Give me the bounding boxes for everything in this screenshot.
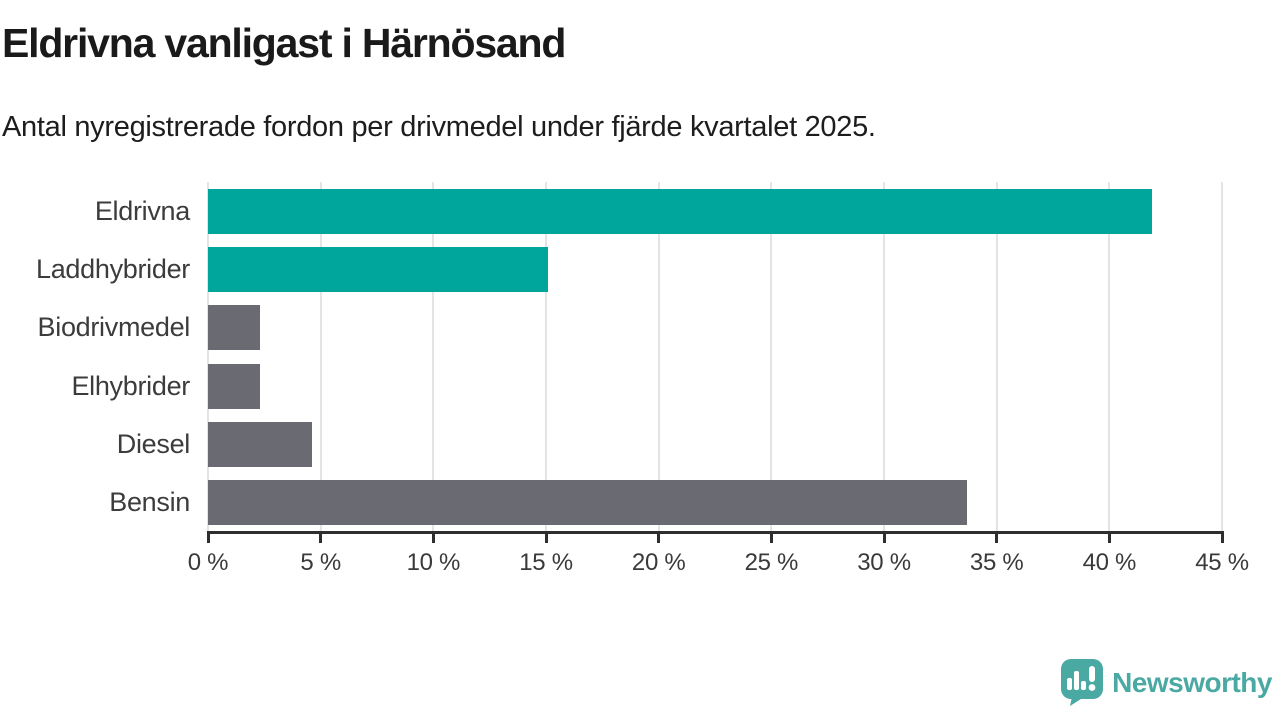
bar-eldrivna — [208, 188, 1153, 234]
bar-row — [208, 182, 1222, 240]
newsworthy-logo-text: Newsworthy — [1112, 666, 1272, 698]
bar-series — [208, 182, 1222, 532]
x-axis-tick-mark — [431, 534, 435, 543]
category-label: Elhybrider — [71, 370, 190, 401]
x-axis-tick-label: 10 % — [406, 549, 461, 576]
x-axis-tick-mark — [1107, 534, 1111, 543]
gridline — [545, 182, 547, 532]
x-axis-tick-label: 30 % — [857, 549, 911, 576]
category-label: Eldrivna — [94, 195, 190, 226]
x-axis-tick-mark — [769, 534, 773, 543]
x-axis-tick-mark — [1220, 534, 1224, 543]
x-axis-line — [207, 531, 1224, 534]
category-label: Biodrivmedel — [37, 312, 191, 343]
category-label: Bensin — [109, 487, 190, 518]
x-axis-tick-label: 15 % — [519, 549, 573, 576]
x-axis-tick-label: 35 % — [969, 549, 1024, 576]
newsworthy-bar-chart-bubble-icon — [1061, 659, 1104, 706]
bar-diesel — [208, 421, 312, 467]
x-axis-tick-label: 5 % — [300, 549, 341, 576]
x-axis-tick-label: 0 % — [187, 549, 229, 576]
x-axis: 0 % 5 % 10 % 15 % 20 % 25 % 30 % 35 % 40 % 45 % — [188, 531, 1249, 591]
gridline — [657, 182, 660, 532]
y-axis-category-labels: Eldrivna Laddhybrider Biodrivmedel Elhybrid… — [0, 182, 190, 532]
x-axis-tick-mark — [206, 534, 210, 543]
x-axis-tick-mark — [319, 534, 323, 543]
bar-bensin — [208, 480, 968, 526]
bar-row — [208, 357, 1222, 415]
gridline — [432, 182, 435, 532]
newsworthy-logo: Newsworthy — [1061, 659, 1272, 706]
bar-elhybrider — [208, 363, 260, 409]
plot-area — [207, 182, 1223, 532]
bar-row — [208, 299, 1222, 357]
x-axis-tick-label: 40 % — [1082, 549, 1137, 576]
x-axis-tick-mark — [544, 534, 548, 543]
gridline — [883, 182, 885, 532]
x-axis-tick-mark — [657, 534, 661, 543]
gridline — [770, 182, 773, 532]
gridline — [995, 182, 998, 532]
bar-row — [208, 240, 1222, 298]
gridline — [319, 182, 322, 532]
chart-title: Eldrivna vanligast i Härnösand — [2, 20, 566, 66]
gridline — [1221, 182, 1223, 532]
bar-biodrivmedel — [208, 305, 260, 351]
bar-row — [208, 474, 1222, 532]
x-axis-tick-label: 20 % — [631, 549, 686, 576]
x-axis-tick-mark — [882, 534, 886, 543]
bar-row — [208, 415, 1222, 473]
x-axis-tick-label: 45 % — [1195, 549, 1249, 576]
bar-laddhybrider — [208, 246, 549, 292]
category-label: Laddhybrider — [35, 253, 190, 284]
category-label: Diesel — [116, 428, 191, 459]
x-axis-tick-label: 25 % — [744, 549, 799, 576]
gridline — [1108, 182, 1111, 532]
chart-subtitle: Antal nyregistrerade fordon per drivmede… — [2, 111, 876, 143]
x-axis-tick-mark — [995, 534, 999, 543]
gridline — [207, 182, 209, 532]
